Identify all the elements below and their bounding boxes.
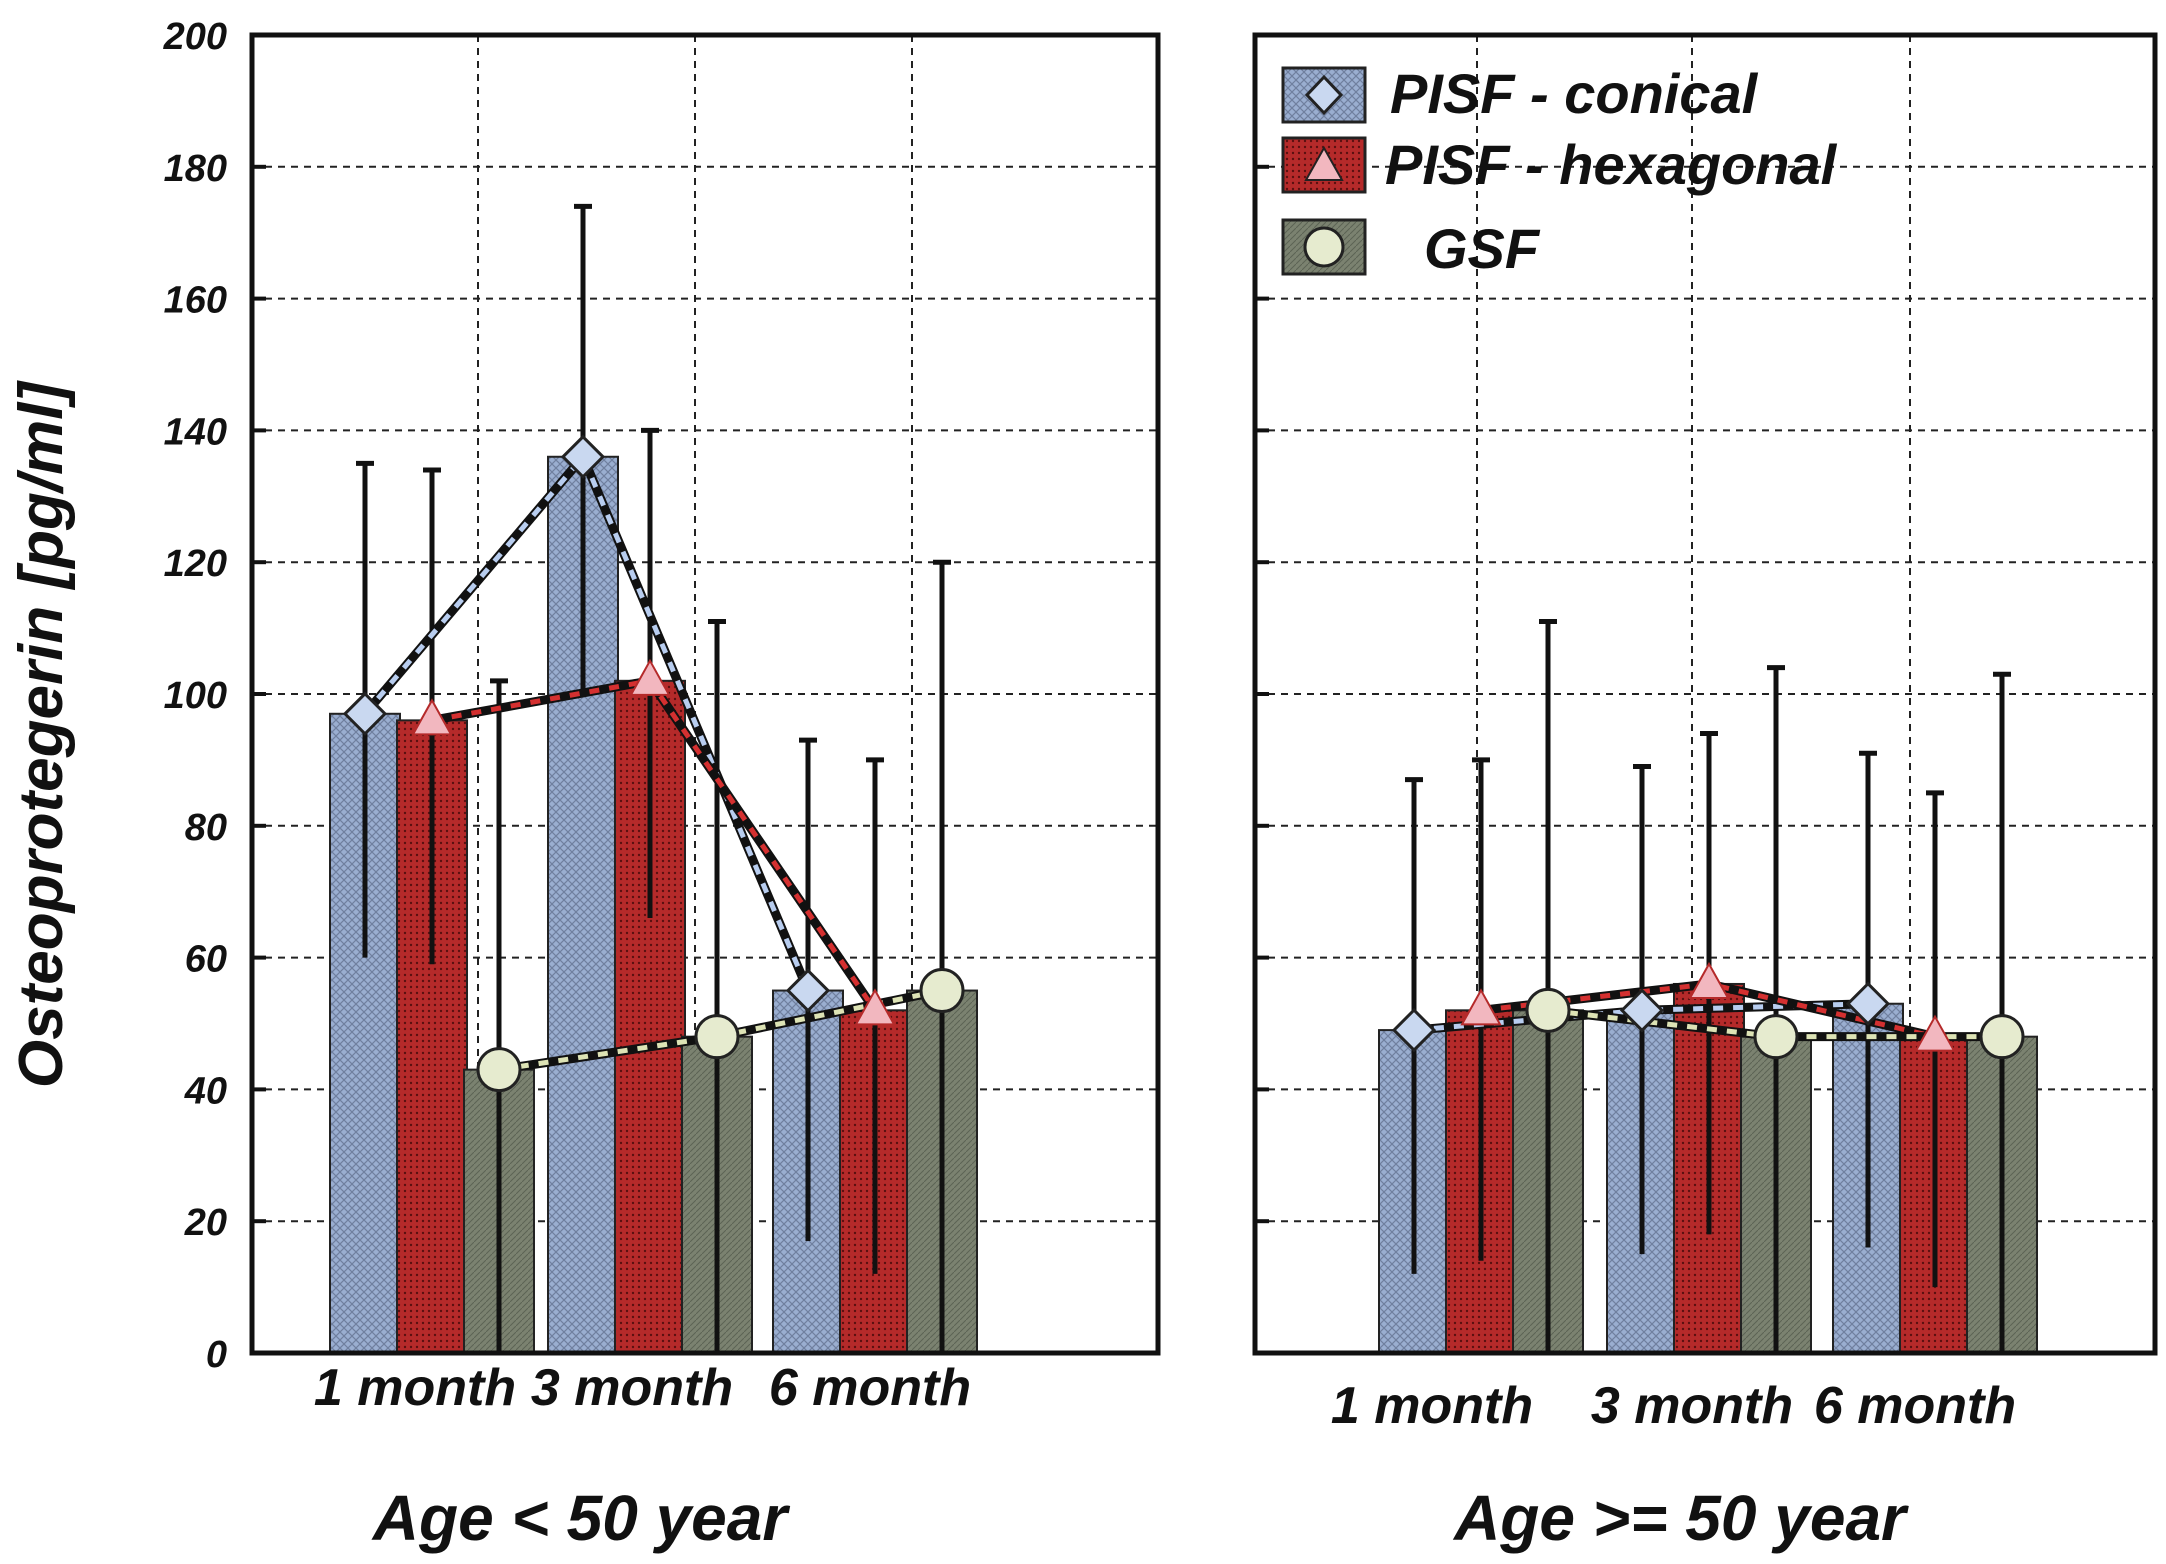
legend-label-gsf: GSF — [1424, 217, 1541, 280]
point-gsf — [919, 968, 965, 1014]
point-hexagonal — [1688, 961, 1730, 999]
panel-2: 1 month 3 month 6 month Age >= 50 year — [1252, 32, 2158, 1554]
point-gsf — [694, 1014, 740, 1060]
point-conical — [1619, 988, 1665, 1033]
y-tick-label: 100 — [164, 675, 227, 717]
point-conical — [1391, 1007, 1437, 1053]
plot-frame — [249, 32, 1161, 1356]
y-tick-label: 40 — [184, 1070, 227, 1112]
y-axis-label: Osteoprotegerin [pg/ml] — [7, 380, 76, 1088]
point-gsf — [1753, 1014, 1799, 1060]
x-category-label: 3 month — [531, 1359, 733, 1417]
y-tick-label: 20 — [184, 1202, 227, 1244]
legend-item-conical: PISF - conical — [1281, 62, 1759, 125]
legend-label-conical: PISF - conical — [1390, 62, 1759, 125]
point-hexagonal — [629, 658, 671, 696]
x-category-label: 6 month — [1814, 1377, 2016, 1435]
y-tick-label: 60 — [185, 939, 227, 981]
legend-item-gsf: GSF — [1281, 217, 1541, 280]
y-tick-label: 140 — [164, 411, 227, 453]
point-hexagonal — [1460, 988, 1502, 1026]
x-category-label: 6 month — [769, 1359, 971, 1417]
point-gsf — [1525, 987, 1571, 1033]
plot-frame — [1252, 32, 2158, 1356]
legend: PISF - conical PISF - hexagonal GSF — [1281, 62, 1838, 280]
point-hexagonal — [854, 988, 896, 1026]
group-label: Age >= 50 year — [1452, 1482, 1909, 1554]
point-conical — [560, 434, 606, 479]
point-hexagonal — [411, 698, 453, 736]
y-tick-label: 200 — [163, 16, 227, 58]
point-conical — [1845, 981, 1891, 1026]
legend-triangle-icon — [1304, 145, 1344, 181]
legend-label-hexagonal: PISF - hexagonal — [1385, 133, 1838, 196]
point-gsf — [1979, 1014, 2025, 1060]
x-category-label: 1 month — [314, 1359, 516, 1417]
point-conical — [342, 691, 388, 736]
y-tick-label: 160 — [164, 280, 227, 322]
y-tick-label: 80 — [185, 807, 227, 849]
legend-diamond-icon — [1304, 74, 1344, 116]
y-tick-label: 0 — [206, 1334, 227, 1376]
panel-1: 0 20 40 60 80 100 120 140 160 180 200 1 month 3 mont… — [163, 16, 1161, 1554]
group-label: Age < 50 year — [371, 1482, 791, 1554]
series-line-dash-conical — [363, 452, 811, 992]
y-tick-label: 180 — [164, 148, 227, 190]
point-hexagonal — [1914, 1014, 1956, 1052]
y-tick-label: 120 — [164, 543, 227, 585]
legend-circle-icon — [1303, 226, 1345, 268]
legend-item-hexagonal: PISF - hexagonal — [1281, 133, 1838, 196]
x-category-label: 3 month — [1591, 1377, 1793, 1435]
point-conical — [785, 968, 831, 1013]
x-category-label: 1 month — [1331, 1377, 1533, 1435]
point-gsf — [476, 1047, 522, 1093]
